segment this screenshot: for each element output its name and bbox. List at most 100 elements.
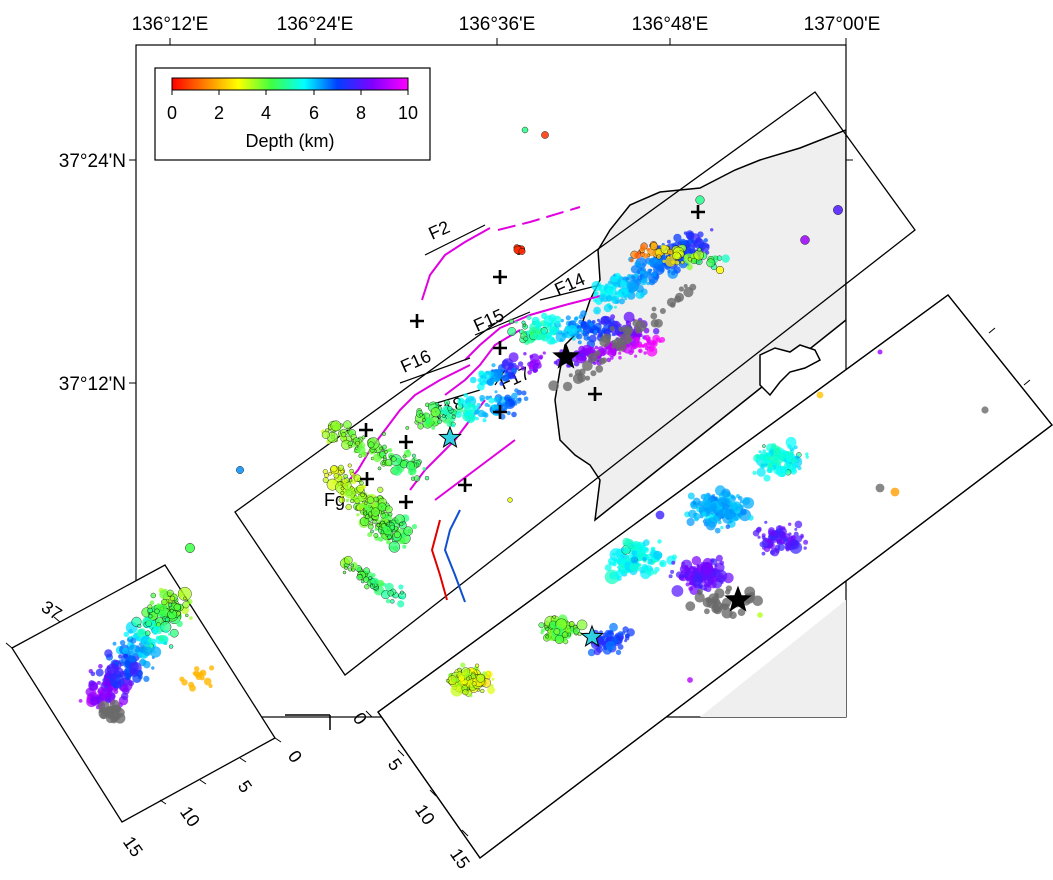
xs-earthquake-dot (538, 622, 545, 629)
map-earthquake-dot (644, 346, 649, 351)
xs-short-earthquake-dot (183, 596, 187, 601)
xs-earthquake-dot (617, 644, 624, 650)
map-earthquake-dot (363, 501, 368, 506)
xs-earthquake-dot (762, 444, 766, 448)
map-earthquake-dot (667, 239, 671, 244)
xs-earthquake-dot (717, 496, 728, 507)
map-earthquake-dot (435, 401, 440, 406)
xs-short-earthquake-dot (128, 629, 134, 634)
xs-short-depth-0: 0 (284, 747, 306, 767)
xs-earthquake-dot (777, 543, 785, 552)
map-earthquake-dot (589, 328, 594, 333)
map-earthquake-dot (654, 263, 659, 268)
xs-earthquake-dot (800, 533, 804, 538)
map-earthquake-dot (501, 358, 514, 371)
xs-earthquake-dot (705, 585, 712, 593)
map-earthquake-dot (520, 366, 526, 371)
xs-earthquake-dot (604, 629, 613, 638)
map-earthquake-dot (357, 445, 366, 455)
map-earthquake-dot (411, 453, 416, 458)
map-earthquake-dot (631, 275, 635, 280)
map-earthquake-dot (511, 392, 518, 400)
fault-traces (344, 206, 601, 603)
map-earthquake-dot (517, 397, 522, 402)
map-earthquake-dot (442, 414, 446, 419)
xs-short-earthquake-dot (156, 626, 160, 630)
map-earthquake-dot (514, 388, 519, 393)
xs-earthquake-dot (476, 673, 486, 683)
xs-earthquake-dot (617, 559, 623, 565)
xs-earthquake-dot (790, 538, 798, 546)
map-earthquake-dot (333, 472, 340, 479)
xs-short-earthquake-dot (150, 592, 157, 599)
map-earthquake-dot (673, 233, 682, 242)
station-cross-icon (493, 270, 507, 284)
xs-earthquake-dot (794, 527, 798, 531)
map-ticks (129, 38, 853, 384)
xs-earthquake-dot (770, 466, 775, 471)
map-earthquake-dot (388, 448, 393, 453)
xs-earthquake-dot (752, 529, 760, 537)
deep-earthquake-dot (585, 375, 591, 381)
map-earthquake-dot (424, 412, 428, 416)
map-earthquake-dot (401, 596, 405, 600)
isolated-earthquake-dot (236, 466, 244, 474)
xs-earthquake-dot (760, 463, 765, 468)
map-earthquake-dot (523, 396, 529, 402)
map-earthquake-dot (632, 345, 637, 349)
xs-earthquake-dot (640, 544, 645, 549)
map-earthquake-dot (356, 513, 360, 517)
xs-short-earthquake-dot (156, 603, 161, 608)
map-earthquake-dot (393, 531, 401, 539)
xs-short-earthquake-dot (203, 677, 212, 686)
map-earthquake-dot (371, 577, 379, 585)
xs-short-earthquake-dot (140, 635, 152, 647)
station-markers (359, 205, 705, 509)
xs-earthquake-dot (740, 508, 747, 516)
map-earthquake-dot (444, 399, 451, 406)
xs-short-earthquake-dot (154, 608, 160, 615)
xs-earthquake-dot (752, 470, 757, 475)
map-earthquake-dot (618, 355, 622, 360)
lat-label-1: 37°24'N (59, 151, 126, 172)
map-earthquake-dot (527, 370, 532, 375)
xs-short-earthquake-dot (98, 664, 103, 669)
xs-short-earthquake-dot (89, 682, 99, 692)
map-earthquake-dot (422, 467, 427, 471)
map-earthquake-dot (500, 368, 504, 373)
xs-short-earthquake-dot (169, 608, 174, 613)
map-earthquake-dot (583, 334, 590, 341)
xs-earthquake-dot (757, 535, 761, 539)
map-earthquake-dot (464, 411, 470, 417)
map-earthquake-dot (372, 519, 377, 524)
xs-earthquake-dot (587, 648, 596, 657)
map-earthquake-dot (619, 280, 627, 287)
map-earthquake-dot (593, 306, 601, 315)
map-earthquake-dot (390, 599, 395, 604)
xs-earthquake-dot (577, 631, 582, 637)
map-earthquake-dot (657, 264, 663, 270)
isolated-earthquake-dot (541, 131, 549, 139)
map-earthquake-dot (625, 320, 630, 324)
map-earthquake-dot (634, 252, 641, 259)
map-earthquake-dot (540, 334, 547, 340)
deep-earthquake-dot (626, 336, 633, 343)
xs-earthquake-dot (759, 451, 770, 462)
xs-earthquake-dot (609, 571, 618, 580)
map-earthquake-dot (366, 496, 375, 504)
map-earthquake-dot (625, 277, 630, 281)
xs-isolated-earthquake-dot (655, 510, 665, 520)
xs-earthquake-dot (759, 541, 766, 548)
xs-earthquake-dot (553, 628, 561, 635)
xs-earthquake-dot (742, 497, 755, 509)
map-earthquake-dot (643, 351, 647, 355)
map-earthquake-dot (576, 333, 583, 340)
deep-earthquake-dot (598, 358, 606, 365)
xs-short-depth-15: 15 (119, 833, 147, 861)
shallow-earthquake-dot (518, 247, 526, 255)
map-earthquake-dot (379, 446, 383, 451)
xs-deep-earthquake-dot (708, 593, 719, 605)
xs-earthquake-dot (769, 550, 775, 555)
xs-isolated-earthquake-dot (877, 349, 883, 355)
xs-earthquake-dot (689, 585, 700, 595)
